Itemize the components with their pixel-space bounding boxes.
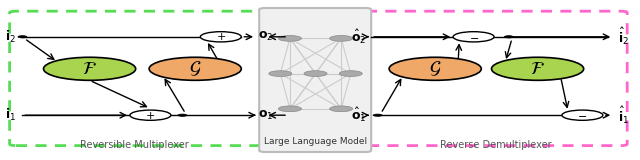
Text: $\hat{\mathbf{i}}_2$: $\hat{\mathbf{i}}_2$	[618, 26, 628, 47]
Text: $\mathcal{G}$: $\mathcal{G}$	[429, 60, 442, 78]
Text: $-$: $-$	[468, 32, 479, 42]
Circle shape	[389, 57, 481, 80]
Text: $\mathcal{F}$: $\mathcal{F}$	[82, 60, 97, 78]
Circle shape	[504, 36, 513, 38]
Text: $+$: $+$	[216, 31, 226, 42]
Text: $\mathbf{i}_1$: $\mathbf{i}_1$	[5, 107, 16, 123]
Text: $\mathcal{G}$: $\mathcal{G}$	[189, 60, 202, 78]
Text: $\mathbf{o}_1$: $\mathbf{o}_1$	[258, 109, 273, 122]
Circle shape	[330, 106, 353, 112]
Circle shape	[44, 57, 136, 80]
Circle shape	[492, 57, 584, 80]
Circle shape	[453, 32, 494, 42]
Text: $\mathbf{o}_2$: $\mathbf{o}_2$	[258, 30, 273, 43]
Text: $\hat{\mathbf{i}}_1$: $\hat{\mathbf{i}}_1$	[618, 105, 628, 126]
Text: $\mathcal{F}$: $\mathcal{F}$	[530, 60, 545, 78]
Text: $-$: $-$	[577, 110, 588, 120]
Text: Reversible Multiplexer: Reversible Multiplexer	[80, 140, 189, 150]
Text: $\hat{\mathbf{o}}_2$: $\hat{\mathbf{o}}_2$	[351, 28, 366, 46]
Circle shape	[178, 114, 187, 116]
Circle shape	[278, 36, 301, 41]
Circle shape	[373, 114, 382, 116]
Circle shape	[562, 110, 603, 120]
FancyBboxPatch shape	[259, 8, 371, 152]
Text: $\mathbf{i}_2$: $\mathbf{i}_2$	[5, 29, 16, 45]
Circle shape	[304, 71, 327, 76]
Circle shape	[330, 36, 353, 41]
Text: $\hat{\mathbf{o}}_1$: $\hat{\mathbf{o}}_1$	[351, 106, 366, 124]
Circle shape	[130, 110, 171, 120]
Circle shape	[18, 36, 27, 38]
Text: $+$: $+$	[145, 110, 156, 121]
Circle shape	[269, 71, 292, 76]
Text: Large Language Model: Large Language Model	[264, 137, 367, 146]
Circle shape	[278, 106, 301, 112]
Circle shape	[149, 57, 241, 80]
Circle shape	[339, 71, 362, 76]
Circle shape	[200, 32, 241, 42]
Text: Reverse Demultiplexer: Reverse Demultiplexer	[440, 140, 552, 150]
